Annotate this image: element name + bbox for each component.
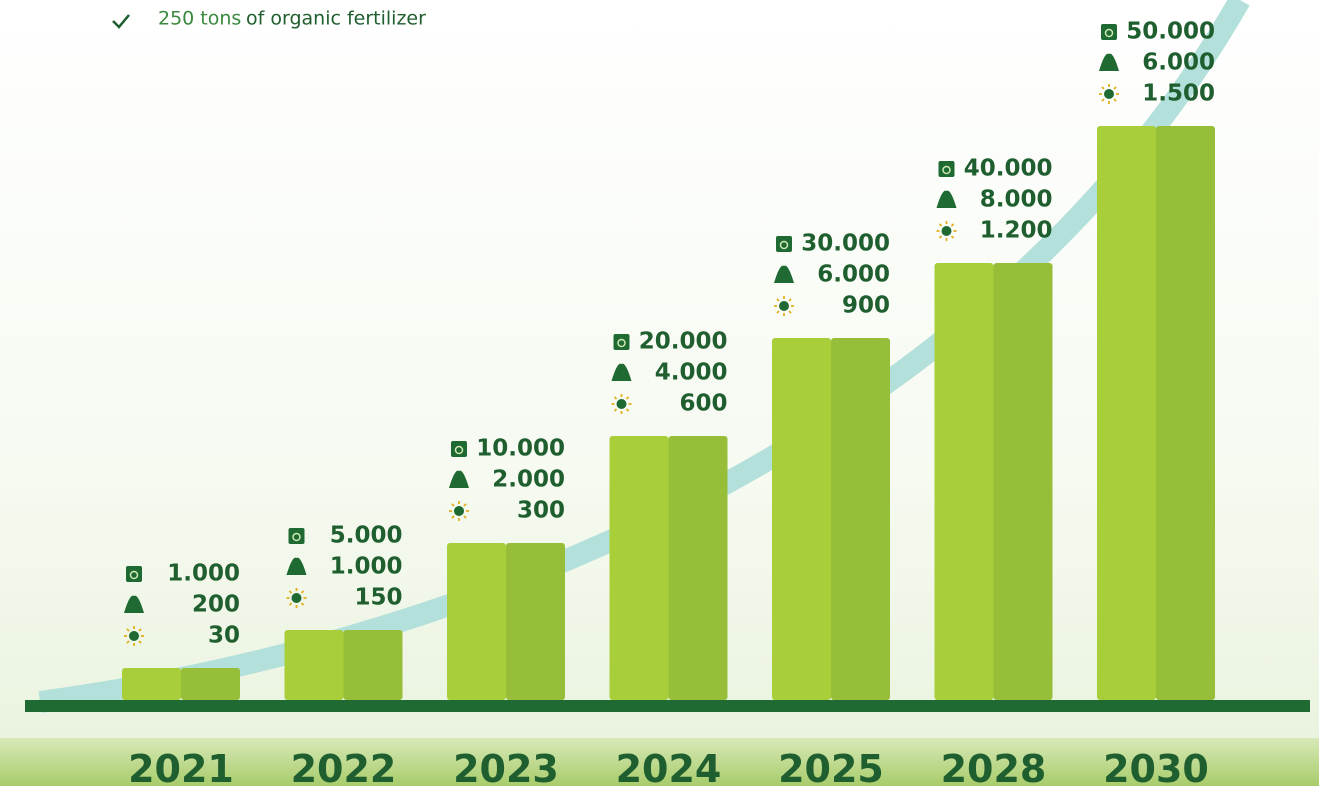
note-highlight: 250 tons bbox=[158, 8, 241, 30]
bar-shade bbox=[181, 668, 240, 700]
note-text: of organic fertilizer bbox=[246, 8, 426, 30]
value-label: 600 bbox=[679, 391, 727, 417]
year-label: 2024 bbox=[616, 747, 722, 786]
bar-shade bbox=[1156, 126, 1215, 700]
bar bbox=[285, 630, 344, 700]
bulb-icon bbox=[617, 399, 627, 409]
value-label: 300 bbox=[517, 498, 565, 524]
value-label: 900 bbox=[842, 293, 890, 319]
bar-shade bbox=[831, 338, 890, 700]
year-label: 2023 bbox=[453, 747, 559, 786]
year-label: 2030 bbox=[1103, 747, 1209, 786]
bar bbox=[610, 436, 669, 700]
bar-shade bbox=[344, 630, 403, 700]
bar bbox=[1097, 126, 1156, 700]
bar-shade bbox=[994, 263, 1053, 700]
bin-icon bbox=[289, 528, 305, 544]
bin-icon bbox=[939, 161, 955, 177]
year-label: 2025 bbox=[778, 747, 884, 786]
value-label: 4.000 bbox=[655, 360, 728, 386]
bar-shade bbox=[669, 436, 728, 700]
value-label: 2.000 bbox=[492, 467, 565, 493]
baseline bbox=[25, 700, 1310, 712]
value-label: 8.000 bbox=[980, 187, 1053, 213]
bin-icon bbox=[126, 566, 142, 582]
bar bbox=[122, 668, 181, 700]
value-label: 10.000 bbox=[476, 436, 565, 462]
bin-icon bbox=[776, 236, 792, 252]
bulb-icon bbox=[129, 631, 139, 641]
value-label: 20.000 bbox=[639, 329, 728, 355]
value-label: 50.000 bbox=[1126, 19, 1215, 45]
bulb-icon bbox=[779, 301, 789, 311]
value-label: 40.000 bbox=[964, 156, 1053, 182]
value-label: 1.000 bbox=[330, 554, 403, 580]
bar bbox=[447, 543, 506, 700]
infographic: 250 tons of organic fertilizer 1.000 200 3… bbox=[0, 0, 1319, 786]
value-label: 6.000 bbox=[817, 262, 890, 288]
value-label: 30.000 bbox=[801, 231, 890, 257]
value-label: 6.000 bbox=[1142, 50, 1215, 76]
bin-icon bbox=[1101, 24, 1117, 40]
bar-shade bbox=[506, 543, 565, 700]
value-label: 5.000 bbox=[330, 523, 403, 549]
year-label: 2022 bbox=[291, 747, 397, 786]
bulb-icon bbox=[1104, 89, 1114, 99]
value-label: 150 bbox=[354, 585, 402, 611]
year-label: 2028 bbox=[941, 747, 1047, 786]
bin-icon bbox=[614, 334, 630, 350]
bar bbox=[935, 263, 994, 700]
value-label: 30 bbox=[208, 623, 240, 649]
bin-icon bbox=[451, 441, 467, 457]
bar bbox=[772, 338, 831, 700]
value-label: 1.500 bbox=[1142, 81, 1215, 107]
bulb-icon bbox=[454, 506, 464, 516]
value-label: 1.200 bbox=[980, 218, 1053, 244]
value-label: 200 bbox=[192, 592, 240, 618]
bulb-icon bbox=[942, 226, 952, 236]
year-label: 2021 bbox=[128, 747, 234, 786]
bulb-icon bbox=[292, 593, 302, 603]
value-label: 1.000 bbox=[167, 561, 240, 587]
